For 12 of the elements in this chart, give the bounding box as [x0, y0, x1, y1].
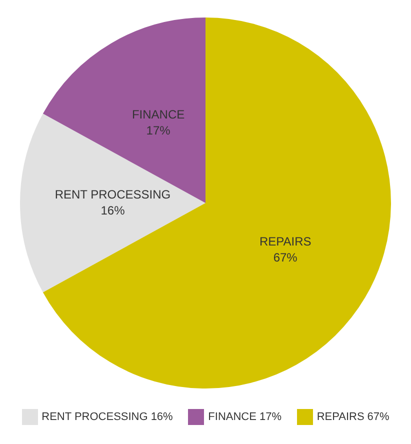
data-label: 17%	[146, 123, 171, 138]
legend-label: REPAIRS	[316, 411, 364, 423]
data-label: 16%	[100, 203, 126, 218]
data-label: 67%	[273, 250, 298, 265]
text: 67%	[367, 411, 390, 423]
legend-label: FINANCE	[208, 411, 256, 423]
text: 17%	[259, 411, 282, 423]
text: 16%	[150, 411, 173, 423]
slice-label: FINANCE	[132, 107, 185, 122]
slice-label: RENT PROCESSING	[54, 187, 171, 202]
slice-label: REPAIRS	[259, 234, 312, 249]
legend-label: RENT PROCESSING	[42, 411, 148, 423]
